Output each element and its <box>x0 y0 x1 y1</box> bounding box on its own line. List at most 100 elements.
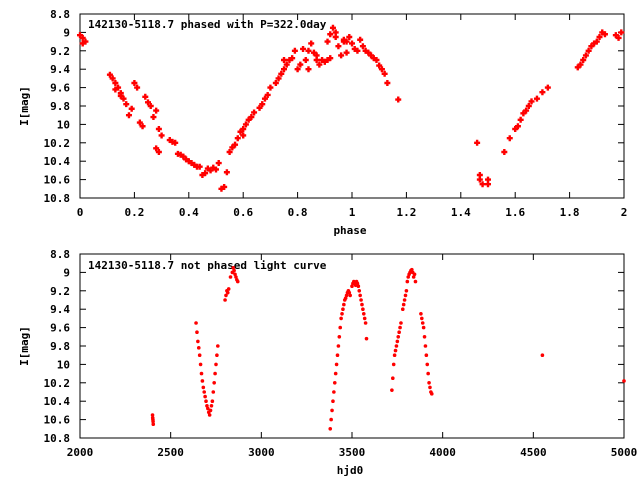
phased-data-point <box>283 61 290 68</box>
phased-data-point <box>349 40 355 47</box>
phased-data-point <box>131 80 138 86</box>
unphased-data-point <box>393 348 398 353</box>
phased-data-point <box>278 70 285 77</box>
unphased-data-point <box>402 298 407 302</box>
unphased-data-point <box>347 290 352 295</box>
phased-data-point <box>582 52 589 59</box>
phased-data-point <box>305 66 312 73</box>
phased-x-tick-label: 2 <box>621 206 628 219</box>
phased-data-point <box>539 89 546 96</box>
unphased-x-tick-label: 3000 <box>248 446 275 459</box>
phased-chart-title: 142130-5118.7 phased with P=322.0day <box>88 18 327 31</box>
phased-data-point <box>297 61 304 68</box>
phased-x-tick-label: 1.4 <box>451 206 471 219</box>
phased-data-point <box>267 84 274 91</box>
unphased-data-point <box>419 312 423 316</box>
phased-data-point <box>79 34 86 41</box>
phased-data-point <box>479 181 486 188</box>
phased-x-tick-label: 0.8 <box>288 206 308 219</box>
unphased-y-tick-label: 9 <box>63 266 70 279</box>
unphased-data-point <box>391 376 395 381</box>
unphased-data-point <box>344 293 349 298</box>
phased-data-point <box>202 170 209 177</box>
phased-data-point <box>343 49 350 56</box>
unphased-data-point <box>216 344 220 348</box>
phased-y-tick-label: 9.8 <box>50 100 70 113</box>
phased-data-point <box>153 145 160 152</box>
phased-data-point <box>125 112 132 119</box>
unphased-data-point <box>212 381 216 385</box>
unphased-data-point <box>332 390 336 394</box>
phased-data-point <box>112 80 119 86</box>
phased-data-point <box>294 66 301 73</box>
unphased-data-point <box>208 408 213 413</box>
phased-data-point <box>256 104 263 111</box>
unphased-data-point <box>330 408 334 413</box>
phased-data-point <box>585 47 592 54</box>
phased-x-tick-label: 0.4 <box>179 206 199 219</box>
phased-data-point <box>172 139 179 146</box>
unphased-data-point <box>233 272 237 277</box>
unphased-data-point <box>392 353 397 358</box>
phased-data-point <box>601 31 608 38</box>
phased-data-point <box>533 95 540 102</box>
unphased-data-point <box>150 413 155 417</box>
unphased-data-point <box>332 381 337 385</box>
phased-x-tick-label: 1.2 <box>396 206 416 219</box>
unphased-y-axis-label: I[mag] <box>18 326 31 366</box>
phased-y-axis-label: I[mag] <box>18 86 31 126</box>
unphased-data-point <box>340 312 344 316</box>
unphased-data-point <box>339 316 343 321</box>
unphased-y-tick-label: 10.2 <box>44 377 71 390</box>
phased-data-point <box>106 71 113 78</box>
unphased-data-point <box>204 399 208 404</box>
unphased-data-point <box>224 293 228 298</box>
unphased-x-tick-label: 2500 <box>157 446 184 459</box>
phased-data-point <box>196 163 203 170</box>
unphased-data-point <box>395 339 400 344</box>
phased-x-axis-label: phase <box>333 224 366 237</box>
phased-data-point <box>272 80 279 86</box>
unphased-data-point <box>540 353 545 358</box>
unphased-plot-frame <box>79 253 625 439</box>
phased-y-tick-label: 10 <box>57 118 70 131</box>
unphased-data-point <box>201 385 206 390</box>
unphased-x-tick-label: 4500 <box>520 446 547 459</box>
phased-data-point <box>153 107 160 114</box>
unphased-data-point <box>328 427 333 431</box>
phased-data-point <box>316 61 323 68</box>
phased-data-point <box>139 123 146 130</box>
phased-data-point <box>259 101 266 108</box>
phased-data-point <box>264 91 271 98</box>
unphased-data-point <box>225 290 230 295</box>
phased-data-point <box>615 34 622 41</box>
unphased-data-point <box>338 325 343 330</box>
unphased-data-point <box>228 275 233 279</box>
phased-y-tick-label: 9.2 <box>50 45 70 58</box>
phased-data-point <box>376 62 383 69</box>
unphased-y-tick-label: 9.8 <box>50 340 70 353</box>
unphased-data-point <box>223 298 227 302</box>
phased-y-tick-label: 10.8 <box>44 192 71 205</box>
phased-data-point <box>155 126 162 132</box>
phased-data-point <box>544 84 551 91</box>
unphased-x-tick-label: 2000 <box>67 446 94 459</box>
unphased-data-point <box>334 362 339 367</box>
unphased-data-point <box>329 417 333 422</box>
phased-data-point <box>514 123 521 130</box>
unphased-data-point <box>331 399 335 404</box>
phased-data-point <box>281 66 287 73</box>
phased-data-point <box>117 92 124 99</box>
phased-data-point <box>517 116 524 123</box>
unphased-y-tick-label: 10.6 <box>44 414 71 427</box>
unphased-data-point <box>210 399 215 404</box>
unphased-data-point <box>235 279 240 284</box>
unphased-y-tick-label: 9.2 <box>50 285 70 298</box>
phased-data-point <box>248 114 255 121</box>
phased-data-point <box>618 29 625 36</box>
unphased-data-point <box>214 362 218 367</box>
phased-y-tick-label: 9 <box>63 26 70 39</box>
phased-data-point <box>354 47 361 54</box>
phased-data-point <box>327 31 334 38</box>
unphased-data-point <box>420 321 425 325</box>
